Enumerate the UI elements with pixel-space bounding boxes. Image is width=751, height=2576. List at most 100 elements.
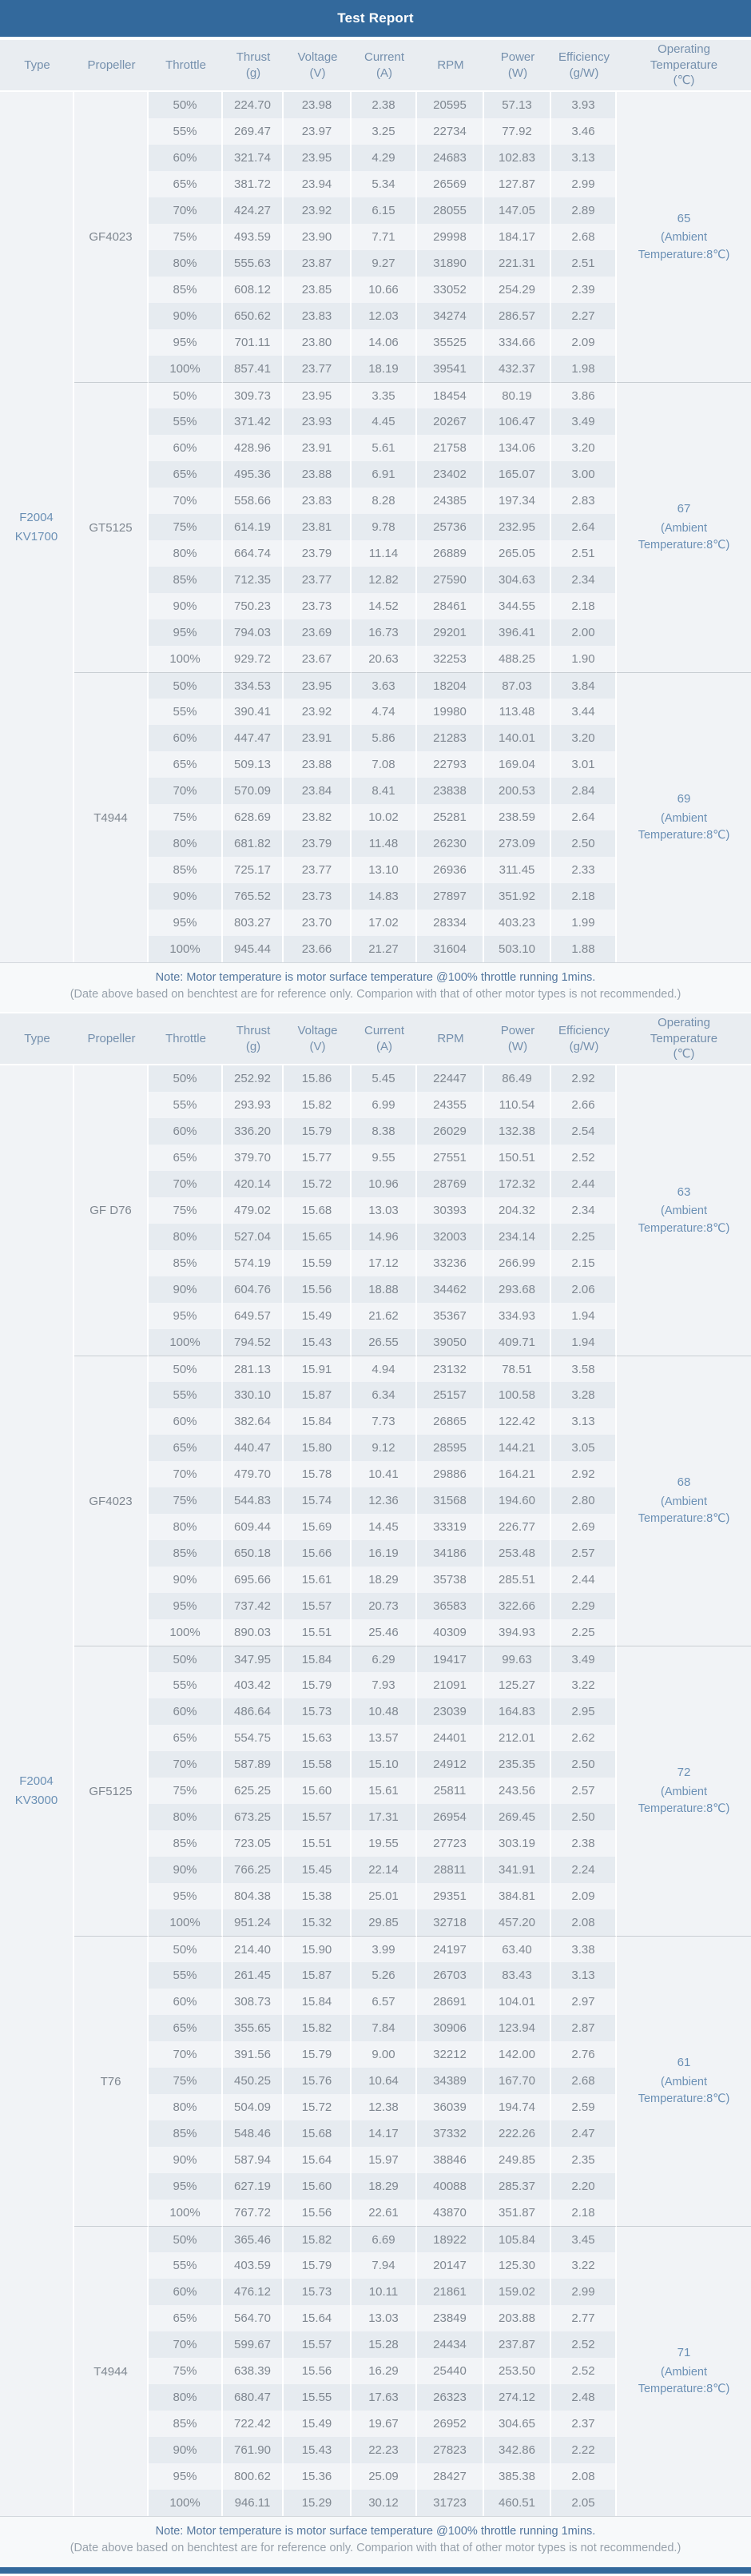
throttle-cell: 70% [149, 488, 223, 514]
thrust-cell: 800.62 [223, 2463, 284, 2490]
voltage-cell: 15.84 [284, 1646, 352, 1672]
current-cell: 11.48 [352, 830, 417, 857]
power-cell: 243.56 [484, 1778, 551, 1804]
power-cell: 204.32 [484, 1197, 551, 1224]
efficiency-cell: 2.57 [551, 1778, 617, 1804]
power-cell: 254.29 [484, 277, 551, 303]
rpm-cell: 37332 [417, 2120, 484, 2147]
column-header-voltage: Voltage (V) [284, 40, 352, 92]
throttle-cell: 60% [149, 1989, 223, 2015]
power-cell: 488.25 [484, 646, 551, 672]
throttle-cell: 80% [149, 250, 223, 277]
efficiency-cell: 2.52 [551, 1145, 617, 1171]
efficiency-cell: 2.64 [551, 804, 617, 830]
throttle-cell: 60% [149, 1698, 223, 1725]
thrust-cell: 420.14 [223, 1171, 284, 1197]
throttle-cell: 50% [149, 1646, 223, 1672]
throttle-cell: 65% [149, 2015, 223, 2041]
rpm-cell: 33236 [417, 1250, 484, 1276]
current-cell: 15.10 [352, 1751, 417, 1778]
voltage-cell: 15.64 [284, 2305, 352, 2331]
voltage-cell: 15.43 [284, 2437, 352, 2463]
rpm-cell: 22447 [417, 1065, 484, 1092]
throttle-cell: 70% [149, 1461, 223, 1487]
current-cell: 10.64 [352, 2068, 417, 2094]
thrust-cell: 946.11 [223, 2490, 284, 2516]
voltage-cell: 23.97 [284, 118, 352, 145]
rpm-cell: 27551 [417, 1145, 484, 1171]
thrust-cell: 450.25 [223, 2068, 284, 2094]
voltage-cell: 23.73 [284, 883, 352, 910]
current-cell: 13.10 [352, 857, 417, 883]
table-row: 80% 504.09 15.72 12.38 36039 194.74 2.59 [0, 2094, 751, 2120]
table-row: 90% 587.94 15.64 15.97 38846 249.85 2.35 [0, 2147, 751, 2173]
thrust-cell: 379.70 [223, 1145, 284, 1171]
table-row: 65% 440.47 15.80 9.12 28595 144.21 3.05 [0, 1435, 751, 1461]
rpm-cell: 30393 [417, 1197, 484, 1224]
power-cell: 304.63 [484, 567, 551, 593]
thrust-cell: 951.24 [223, 1909, 284, 1936]
column-header-type: Type [0, 40, 74, 92]
efficiency-cell: 2.34 [551, 567, 617, 593]
thrust-cell: 681.82 [223, 830, 284, 857]
table-row: 60% 308.73 15.84 6.57 28691 104.01 2.97 [0, 1989, 751, 2015]
current-cell: 4.29 [352, 145, 417, 171]
efficiency-cell: 2.08 [551, 1909, 617, 1936]
current-cell: 2.38 [352, 92, 417, 118]
power-cell: 147.05 [484, 197, 551, 224]
thrust-cell: 334.53 [223, 672, 284, 699]
voltage-cell: 23.83 [284, 488, 352, 514]
voltage-cell: 23.94 [284, 171, 352, 197]
thrust-cell: 614.19 [223, 514, 284, 540]
rpm-cell: 24401 [417, 1725, 484, 1751]
voltage-cell: 15.45 [284, 1857, 352, 1883]
current-cell: 13.03 [352, 2305, 417, 2331]
thrust-cell: 945.44 [223, 936, 284, 962]
power-cell: 184.17 [484, 224, 551, 250]
current-cell: 14.06 [352, 329, 417, 356]
voltage-cell: 15.74 [284, 1487, 352, 1514]
power-cell: 169.04 [484, 751, 551, 778]
voltage-cell: 15.51 [284, 1619, 352, 1646]
propeller-cell: T4944 [74, 2226, 149, 2516]
temperature-cell: 67 (Ambient Temperature:8℃) [617, 382, 751, 672]
current-cell: 17.63 [352, 2384, 417, 2411]
current-cell: 4.45 [352, 408, 417, 435]
rpm-cell: 36583 [417, 1593, 484, 1619]
current-cell: 26.55 [352, 1329, 417, 1356]
efficiency-cell: 2.44 [551, 1171, 617, 1197]
rpm-cell: 35738 [417, 1567, 484, 1593]
table-row: 100% 946.11 15.29 30.12 31723 460.51 2.05 [0, 2490, 751, 2516]
table-row: T4944 50% 334.53 23.95 3.63 18204 87.03 3.84 69 (… [0, 672, 751, 962]
voltage-cell: 15.68 [284, 2120, 352, 2147]
current-cell: 13.03 [352, 1197, 417, 1224]
thrust-cell: 447.47 [223, 725, 284, 751]
current-cell: 8.41 [352, 778, 417, 804]
table-row: 75% 614.19 23.81 9.78 25736 232.95 2.64 [0, 514, 751, 540]
throttle-cell: 55% [149, 699, 223, 725]
thrust-cell: 794.52 [223, 1329, 284, 1356]
voltage-cell: 23.77 [284, 857, 352, 883]
ambient-temperature-note: (Ambient Temperature:8℃) [638, 521, 730, 552]
voltage-cell: 15.65 [284, 1224, 352, 1250]
voltage-cell: 15.57 [284, 1593, 352, 1619]
temperature-value: 65 [677, 211, 691, 225]
rpm-cell: 26569 [417, 171, 484, 197]
power-cell: 311.45 [484, 857, 551, 883]
thrust-cell: 355.65 [223, 2015, 284, 2041]
thrust-cell: 544.83 [223, 1487, 284, 1514]
voltage-cell: 15.72 [284, 1171, 352, 1197]
table-row: 100% 794.52 15.43 26.55 39050 409.71 1.94 [0, 1329, 751, 1356]
efficiency-cell: 3.58 [551, 1356, 617, 1382]
efficiency-cell: 1.98 [551, 356, 617, 382]
power-cell: 285.37 [484, 2173, 551, 2200]
current-cell: 8.28 [352, 488, 417, 514]
voltage-cell: 15.87 [284, 1382, 352, 1408]
rpm-cell: 20595 [417, 92, 484, 118]
current-cell: 22.14 [352, 1857, 417, 1883]
power-cell: 212.01 [484, 1725, 551, 1751]
thrust-cell: 574.19 [223, 1250, 284, 1276]
thrust-cell: 750.23 [223, 593, 284, 619]
rpm-cell: 36039 [417, 2094, 484, 2120]
thrust-cell: 321.74 [223, 145, 284, 171]
